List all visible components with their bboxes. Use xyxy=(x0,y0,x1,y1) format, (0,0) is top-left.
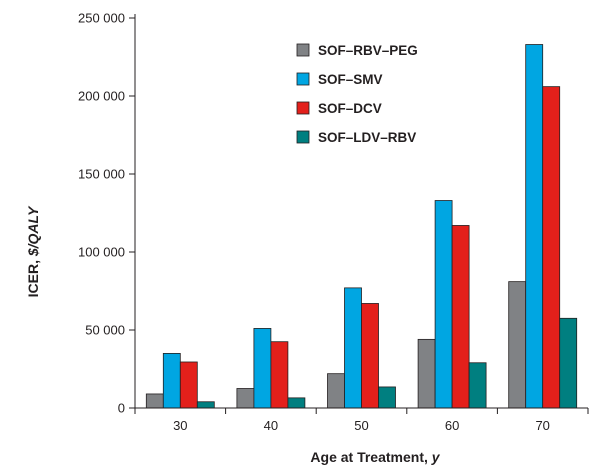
x-axis-title: Age at Treatment, y xyxy=(310,449,440,465)
legend-swatch-2 xyxy=(296,72,310,86)
y-tick-label-0: 0 xyxy=(118,401,125,416)
x-tick-label-60: 60 xyxy=(445,418,459,433)
bar-4-50 xyxy=(378,386,396,409)
y-tick-label-1: 50 000 xyxy=(85,323,125,338)
legend-label-1: SOF–RBV–PEG xyxy=(318,43,418,58)
bar-1-30 xyxy=(145,393,164,409)
bar-1-70 xyxy=(508,281,527,409)
x-tick-label-40: 40 xyxy=(264,418,278,433)
bar-4-60 xyxy=(468,362,487,409)
bar-4-30 xyxy=(196,401,215,409)
y-tick-label-3: 150 000 xyxy=(78,167,125,182)
y-tick-label-5: 250 000 xyxy=(78,11,125,26)
legend-label-4: SOF–LDV–RBV xyxy=(318,130,416,145)
bar-1-40 xyxy=(236,388,255,409)
bar-3-70 xyxy=(542,86,561,409)
x-tick-label-70: 70 xyxy=(535,418,549,433)
bar-4-40 xyxy=(287,397,306,409)
y-tick-label-2: 100 000 xyxy=(78,245,125,260)
legend: SOF–RBV–PEG SOF–SMV SOF–DCV SOF–LDV–RBV xyxy=(296,43,418,145)
bar-3-50 xyxy=(361,303,379,409)
legend-swatch-3 xyxy=(296,101,310,115)
x-tick-label-30: 30 xyxy=(173,418,187,433)
bar-2-30 xyxy=(162,352,181,409)
bar-2-40 xyxy=(253,328,272,409)
bar-3-40 xyxy=(270,341,289,409)
bar-1-50 xyxy=(327,373,345,409)
x-tick-label-50: 50 xyxy=(354,418,368,433)
y-axis-title: ICER, $/QALY xyxy=(25,205,41,297)
bars-group xyxy=(145,44,578,409)
legend-label-2: SOF–SMV xyxy=(318,72,383,87)
legend-label-3: SOF–DCV xyxy=(318,101,382,116)
bar-2-50 xyxy=(344,287,362,409)
y-tick-label-4: 200 000 xyxy=(78,89,125,104)
bar-2-70 xyxy=(525,44,544,409)
bar-3-60 xyxy=(451,225,470,409)
bar-2-60 xyxy=(434,200,453,409)
bar-3-30 xyxy=(179,361,198,409)
axes-group: 0 50 000 100 000 150 000 200 000 250 000 30 40 5… xyxy=(78,11,589,433)
bar-4-70 xyxy=(559,317,578,409)
bar-1-60 xyxy=(417,338,436,409)
legend-swatch-4 xyxy=(296,130,310,144)
legend-swatch-1 xyxy=(296,43,310,57)
